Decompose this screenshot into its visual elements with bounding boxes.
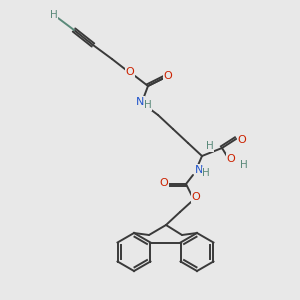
Text: H: H [240,160,248,170]
Text: O: O [192,192,200,202]
Text: N: N [195,165,203,175]
Text: O: O [164,71,172,81]
Text: H: H [144,100,152,110]
Text: N: N [136,97,144,107]
Text: H: H [202,168,210,178]
Text: H: H [206,141,214,151]
Text: O: O [160,178,168,188]
Text: H: H [50,10,58,20]
Text: O: O [126,67,134,77]
Text: O: O [226,154,236,164]
Text: O: O [238,135,246,145]
